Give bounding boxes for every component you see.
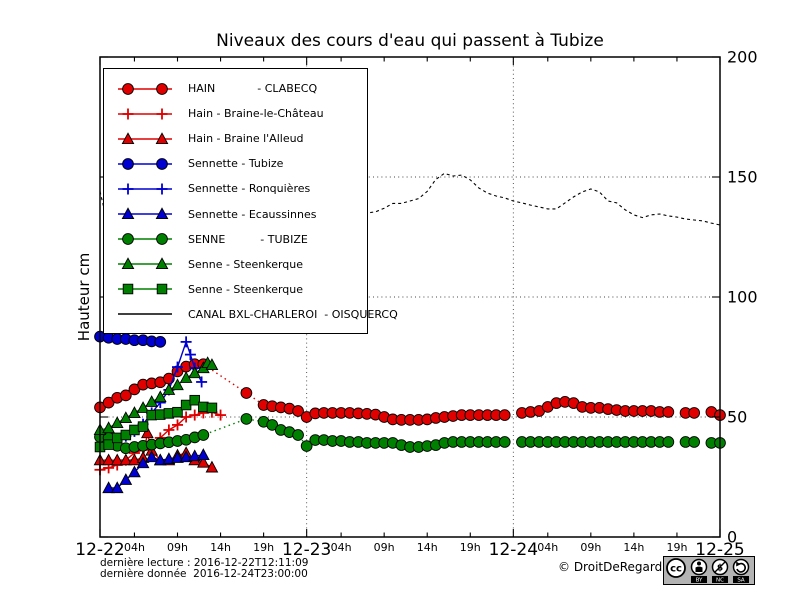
legend-sample-icon	[118, 108, 172, 120]
legend-sample-icon	[118, 313, 172, 316]
cc-nc-label: NC	[716, 578, 724, 584]
legend-label: SENNE - TUBIZE	[188, 232, 308, 246]
legend-label: HAIN - CLABECQ	[188, 82, 318, 96]
legend-row: Sennette - Ecaussinnes	[104, 201, 367, 226]
last-reading-text: dernière lecture : 2016-12-22T12:11:09 de…	[100, 558, 308, 580]
x-tick-label-hour: 04h	[537, 541, 559, 554]
x-tick-label-hour: 04h	[123, 541, 145, 554]
legend-label: Hain - Braine-le-Château	[188, 107, 324, 121]
legend-sample-icon	[118, 183, 172, 195]
cc-icon: cc	[666, 558, 686, 578]
y-axis-label: Hauteur cm	[75, 252, 93, 342]
legend-sample-icon	[118, 82, 172, 95]
legend-row: Hain - Braine-le-Château	[104, 101, 367, 126]
legend-label: Sennette - Ronquières	[188, 182, 311, 196]
series-sennette-tubize	[94, 330, 167, 348]
legend-label: Sennette - Tubize	[188, 157, 284, 171]
svg-text:$: $	[717, 564, 723, 574]
legend-sample-icon	[118, 257, 172, 270]
series-hain-clabecq	[94, 358, 726, 426]
legend-label: Sennette - Ecaussinnes	[188, 207, 317, 221]
y-tick-label: 0	[727, 527, 738, 547]
last-data-line: dernière donnée 2016-12-24T23:00:00	[100, 568, 308, 580]
y-tick-label: 200	[727, 47, 758, 67]
x-tick-label-hour: 14h	[416, 541, 438, 554]
legend: HAIN - CLABECQ Hain - Braine-le-Château …	[103, 68, 398, 334]
copyright-text: © DroitDeRegard.be	[558, 560, 682, 574]
legend-row: Senne - Steenkerque	[104, 277, 367, 302]
x-tick-label-hour: 09h	[373, 541, 395, 554]
x-tick-label-hour: 09h	[167, 541, 188, 554]
cc-by-icon	[690, 558, 708, 576]
series-senne-steenkerque-aval	[94, 394, 218, 453]
legend-label: CANAL BXL-CHARLEROI - OISQUERCQ	[188, 307, 398, 321]
legend-row: HAIN - CLABECQ	[104, 76, 367, 101]
legend-sample-icon	[118, 131, 172, 144]
legend-row: Hain - Braine l'Alleud	[104, 126, 367, 151]
x-tick-label-hour: 14h	[210, 541, 232, 554]
chart-title: Niveaux des cours d'eau qui passent à Tu…	[216, 31, 604, 51]
legend-sample-icon	[118, 233, 172, 245]
legend-label: Senne - Steenkerque	[188, 257, 304, 271]
x-tick-label-hour: 14h	[623, 541, 645, 554]
x-tick-label-hour: 19h	[253, 541, 275, 554]
y-tick-label: 50	[727, 407, 748, 427]
legend-row: CANAL BXL-CHARLEROI - OISQUERCQ	[104, 302, 398, 327]
legend-row: Sennette - Ronquières	[104, 176, 367, 201]
x-tick-label-date: 12-23	[281, 540, 332, 560]
cc-license-badge: cc $ BY NC SA	[663, 556, 755, 585]
x-tick-label-date: 12-22	[75, 540, 125, 560]
cc-by-label: BY	[696, 578, 703, 584]
x-tick-label-date: 12-24	[488, 540, 539, 560]
x-tick-label-hour: 19h	[666, 541, 688, 554]
svg-text:cc: cc	[670, 564, 682, 575]
legend-label: Hain - Braine l'Alleud	[188, 132, 304, 146]
last-reading-line: dernière lecture : 2016-12-22T12:11:09	[100, 557, 309, 569]
legend-row: Sennette - Tubize	[104, 151, 367, 176]
cc-sa-icon	[732, 558, 750, 576]
legend-row: Senne - Steenkerque	[104, 252, 367, 277]
x-tick-label-hour: 09h	[580, 541, 602, 554]
legend-sample-icon	[118, 207, 172, 220]
legend-sample-icon	[118, 157, 172, 170]
x-tick-label-hour: 04h	[330, 541, 352, 554]
y-tick-label: 100	[727, 287, 758, 307]
x-tick-label-hour: 19h	[459, 541, 481, 554]
cc-nc-icon: $	[711, 558, 729, 576]
legend-label: Senne - Steenkerque	[188, 282, 304, 296]
x-tick-label-date: 12-25	[695, 540, 745, 560]
cc-sa-label: SA	[737, 578, 745, 584]
y-tick-label: 150	[727, 167, 758, 187]
series-sennette-ecaussinnes	[102, 448, 210, 494]
legend-sample-icon	[118, 284, 172, 295]
legend-row: SENNE - TUBIZE	[104, 227, 367, 252]
